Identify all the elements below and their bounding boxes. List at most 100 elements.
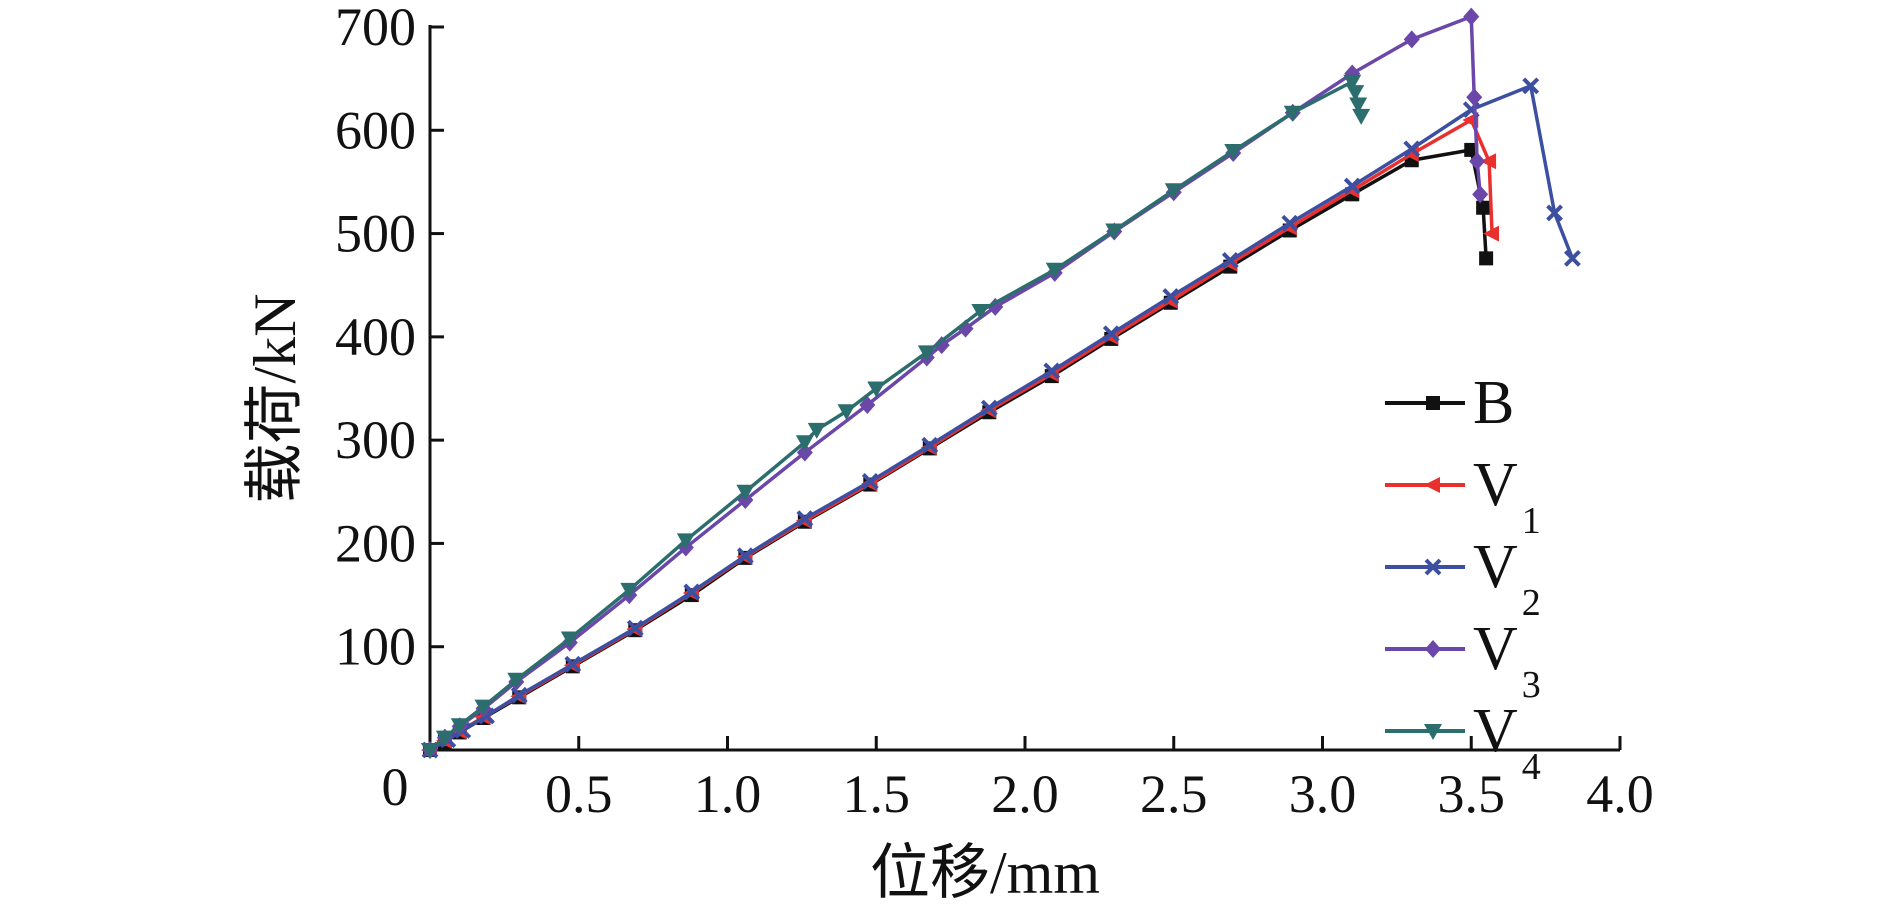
series-v4-point	[421, 743, 439, 759]
series-v4-point	[435, 730, 454, 747]
y-tick-label: 400	[335, 307, 416, 367]
legend-marker-v4	[1424, 724, 1442, 740]
series-v2-point	[1343, 177, 1361, 195]
series-v3-line	[428, 14, 1482, 752]
series-b-point	[1479, 251, 1494, 266]
series-v2-point	[921, 436, 939, 454]
series-v2-point	[1403, 140, 1421, 158]
series-v3-point	[1403, 30, 1420, 49]
series-v2-point	[1563, 249, 1581, 267]
series-v2-point	[861, 473, 879, 490]
marker-stroke	[1343, 177, 1361, 195]
y-tick-label: 700	[335, 0, 416, 57]
marker-stroke	[1102, 325, 1120, 343]
marker-stroke	[1162, 288, 1180, 305]
series-v2-point	[1102, 325, 1120, 343]
series-v4-point	[1045, 262, 1064, 279]
marker-stroke	[1043, 362, 1061, 380]
series-v4-point	[1105, 223, 1124, 240]
x-axis-label: 位移/mm	[870, 840, 1100, 906]
x-tick-label: 3.5	[1438, 764, 1506, 824]
x-origin-label: 0	[382, 757, 409, 817]
y-tick-label: 600	[335, 100, 416, 160]
legend-label-v3: V3	[1473, 615, 1541, 706]
series-v2-point	[626, 619, 644, 637]
series-v3-point	[1469, 152, 1486, 171]
legend-item-v2: V2	[1385, 533, 1541, 624]
marker-stroke	[1221, 252, 1239, 269]
legend-label-v2: V2	[1473, 533, 1541, 624]
series-v4-point	[1346, 85, 1365, 102]
marker-stroke	[564, 655, 582, 673]
marker-stroke	[1424, 558, 1442, 576]
series-v2-point	[683, 583, 701, 601]
marker-stroke	[1281, 214, 1299, 232]
series-v2-point	[1522, 77, 1540, 95]
series-b-point	[1464, 142, 1479, 157]
series-v4-point	[1224, 143, 1243, 160]
series-v1	[421, 111, 1500, 758]
series-v4-point	[807, 422, 826, 439]
legend-subscript-v3: 3	[1522, 664, 1541, 706]
x-tick-label: 1.0	[694, 764, 762, 824]
marker-stroke	[736, 547, 754, 565]
legend-label-v1: V1	[1473, 451, 1541, 542]
x-tick-label: 2.0	[991, 764, 1059, 824]
series-b-line	[429, 148, 1488, 752]
legend-subscript-v4: 4	[1522, 746, 1541, 788]
series-v4-point	[795, 435, 814, 452]
series-v4-point	[560, 631, 579, 648]
series-v4-point	[1343, 74, 1362, 91]
legend-item-b: B	[1385, 369, 1514, 437]
marker-stroke	[980, 399, 998, 417]
y-axis-label: 载荷/kN	[242, 294, 308, 504]
marker-stroke	[861, 473, 879, 490]
y-tick-label: 100	[335, 617, 416, 677]
series-v1-point	[1480, 153, 1497, 170]
series-v4-point	[1352, 108, 1371, 125]
legend-item-v3: V3	[1385, 615, 1541, 706]
marker-stroke	[478, 707, 495, 725]
series-v4-point	[1349, 97, 1368, 114]
legend-marker-v3	[1425, 640, 1441, 658]
series-v1-point	[1483, 225, 1500, 242]
series-v4-point	[450, 718, 469, 735]
series-layer	[421, 7, 1581, 759]
series-v2-point	[564, 655, 582, 673]
series-v2-point	[736, 547, 754, 565]
series-v3-point	[796, 443, 813, 462]
legend-item-v1: V1	[1385, 451, 1541, 542]
series-v3	[422, 7, 1489, 759]
legend-marker-v1	[1424, 477, 1440, 493]
series-v2-point	[510, 686, 528, 704]
x-tick-label: 2.5	[1140, 764, 1208, 824]
series-v4-point	[736, 484, 755, 501]
marker-stroke	[1563, 249, 1581, 267]
legend-label-b: B	[1473, 369, 1514, 437]
marker-stroke	[921, 436, 939, 454]
series-v2-point	[1043, 362, 1061, 380]
series-v3-point	[1466, 88, 1483, 107]
series-v4	[421, 74, 1371, 759]
series-b	[423, 142, 1494, 757]
series-v2-point	[1221, 252, 1239, 269]
legend-subscript-v1: 1	[1522, 500, 1541, 542]
x-tick-label: 1.5	[843, 764, 911, 824]
series-v4-point	[507, 672, 526, 689]
series-v4-point	[837, 404, 856, 421]
series-v4-point	[676, 533, 695, 550]
series-v4-point	[620, 582, 639, 599]
series-v2-point	[1162, 288, 1180, 305]
marker-stroke	[1522, 77, 1540, 95]
marker-stroke	[1546, 204, 1563, 222]
series-v2	[421, 77, 1581, 759]
y-tick-label: 500	[335, 204, 416, 264]
series-b-point	[1476, 200, 1491, 215]
y-tick-label: 200	[335, 513, 416, 573]
series-v3-point	[933, 336, 950, 355]
series-v2-point	[980, 399, 998, 417]
legend-subscript-v2: 2	[1522, 582, 1541, 624]
series-v4-point	[971, 304, 990, 321]
